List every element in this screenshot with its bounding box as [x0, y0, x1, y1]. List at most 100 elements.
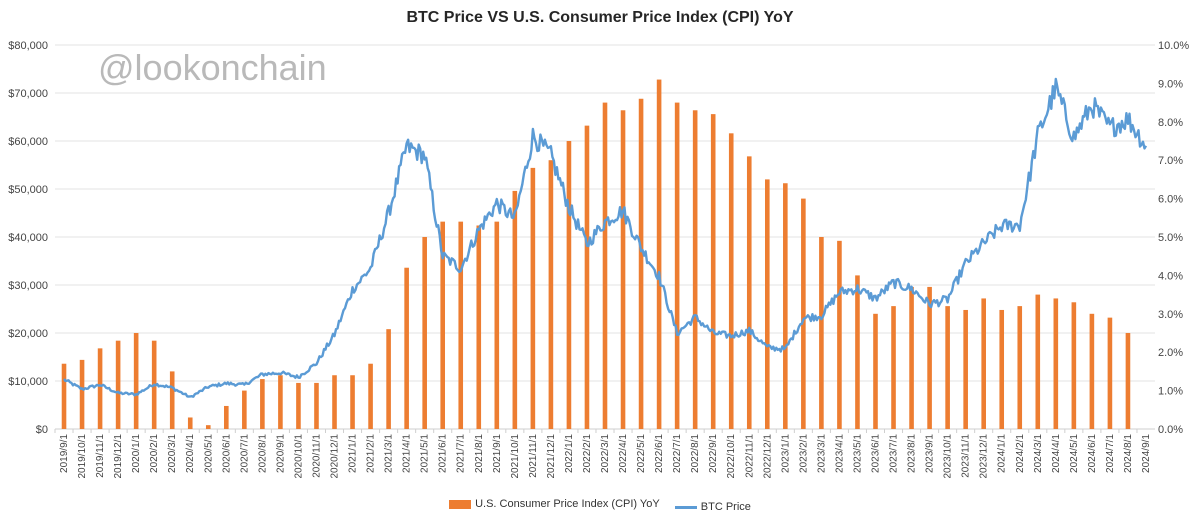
- cpi-bar: [1071, 302, 1077, 429]
- x-tick-label: 2020/9/1: [275, 434, 286, 473]
- x-tick-label: 2024/5/1: [1069, 434, 1080, 473]
- cpi-bar: [530, 167, 536, 429]
- x-tick-label: 2019/12/1: [113, 434, 124, 479]
- left-axis-tick-label: $0: [36, 424, 48, 436]
- x-tick-label: 2023/12/1: [979, 434, 990, 479]
- x-tick-label: 2023/2/1: [798, 434, 809, 473]
- left-axis-tick-label: $80,000: [8, 40, 48, 52]
- cpi-bar: [350, 375, 355, 429]
- x-tick-label: 2021/8/1: [474, 434, 485, 473]
- x-tick-label: 2019/11/1: [95, 434, 106, 478]
- cpi-bar: [963, 309, 968, 429]
- x-tick-label: 2023/7/1: [889, 434, 900, 473]
- cpi-bar: [656, 79, 662, 429]
- x-tick-label: 2020/1/1: [131, 434, 142, 473]
- cpi-bar: [891, 306, 896, 429]
- btc-price-line: [63, 77, 1148, 398]
- cpi-bar: [873, 313, 878, 429]
- cpi-bar: [260, 379, 265, 429]
- x-tick-label: 2020/4/1: [185, 434, 196, 473]
- cpi-bar: [61, 363, 67, 429]
- x-tick-label: 2022/3/1: [600, 434, 611, 473]
- cpi-bar: [764, 179, 770, 429]
- cpi-bar: [242, 390, 247, 429]
- x-tick-label: 2024/8/1: [1123, 434, 1134, 473]
- cpi-bar: [746, 156, 752, 430]
- cpi-bar: [205, 425, 211, 429]
- x-tick-label: 2021/7/1: [456, 434, 467, 473]
- left-axis-tick-label: $60,000: [8, 136, 48, 148]
- cpi-bar: [187, 417, 193, 429]
- x-tick-label: 2020/8/1: [257, 434, 268, 473]
- cpi-bar: [981, 298, 986, 429]
- x-tick-label: 2024/3/1: [1033, 434, 1044, 473]
- legend: U.S. Consumer Price Index (CPI) YoY BTC …: [0, 498, 1200, 513]
- legend-swatch-cpi: [449, 499, 472, 509]
- cpi-bar: [1107, 317, 1113, 429]
- cpi-bars: [61, 79, 1131, 430]
- right-axis-tick-label: 5.0%: [1158, 232, 1183, 244]
- cpi-bar: [79, 359, 85, 429]
- x-tick-label: 2020/5/1: [203, 434, 214, 473]
- cpi-bar: [584, 125, 590, 429]
- cpi-bar: [1053, 298, 1059, 429]
- cpi-bar: [1035, 294, 1041, 429]
- cpi-bar: [386, 329, 391, 429]
- right-axis-tick-label: 8.0%: [1158, 117, 1183, 129]
- cpi-bar: [801, 198, 806, 429]
- cpi-bar: [169, 371, 175, 429]
- x-tick-label: 2022/9/1: [708, 434, 719, 473]
- cpi-bar: [314, 382, 319, 429]
- cpi-bar: [115, 340, 121, 429]
- cpi-bar: [332, 375, 337, 429]
- x-tick-label: 2019/10/1: [77, 434, 88, 479]
- x-tick-label: 2021/6/1: [438, 434, 449, 473]
- x-axis-ticks: 2019/9/1 2019/10/1 2019/11/1 2019/12/1 2020/…: [54, 429, 1152, 479]
- cpi-bar: [368, 363, 373, 429]
- x-tick-label: 2024/4/1: [1051, 434, 1062, 473]
- x-tick-label: 2024/9/1: [1141, 434, 1152, 473]
- right-axis-tick-label: 10.0%: [1158, 40, 1189, 52]
- x-tick-label: 2022/11/1: [744, 434, 755, 478]
- cpi-bar: [1017, 306, 1023, 429]
- right-axis-tick-label: 3.0%: [1158, 309, 1183, 321]
- cpi-bar: [819, 237, 824, 429]
- left-axis-tick-label: $70,000: [8, 88, 48, 100]
- x-tick-label: 2023/4/1: [834, 434, 845, 473]
- cpi-bar: [296, 382, 301, 429]
- x-tick-label: 2023/3/1: [816, 434, 827, 473]
- x-tick-label: 2022/2/1: [582, 434, 593, 473]
- cpi-bar: [278, 375, 283, 429]
- cpi-bar: [404, 267, 409, 429]
- x-tick-label: 2021/10/1: [510, 434, 521, 479]
- cpi-bar: [728, 133, 734, 429]
- x-tick-label: 2023/6/1: [870, 434, 881, 473]
- cpi-bar: [602, 102, 608, 429]
- x-tick-label: 2022/8/1: [690, 434, 701, 473]
- x-tick-label: 2020/12/1: [330, 434, 341, 479]
- left-axis-tick-label: $40,000: [8, 232, 48, 244]
- x-tick-label: 2021/9/1: [492, 434, 503, 473]
- right-axis-tick-label: 2.0%: [1158, 347, 1183, 359]
- right-axis-tick-label: 9.0%: [1158, 78, 1183, 90]
- watermark: @lookonchain: [98, 47, 327, 88]
- cpi-bar: [566, 141, 572, 429]
- x-tick-label: 2022/12/1: [762, 434, 773, 479]
- x-tick-label: 2021/11/1: [528, 434, 539, 478]
- chart-title: BTC Price VS U.S. Consumer Price Index (…: [406, 9, 794, 26]
- x-tick-label: 2019/9/1: [59, 434, 70, 473]
- right-axis-tick-label: 4.0%: [1158, 270, 1183, 282]
- legend-label-cpi: U.S. Consumer Price Index (CPI) YoY: [475, 498, 660, 510]
- x-tick-label: 2024/2/1: [1015, 434, 1026, 473]
- cpi-bar: [1089, 313, 1095, 429]
- x-tick-label: 2021/3/1: [384, 434, 395, 473]
- x-tick-label: 2021/4/1: [402, 434, 413, 473]
- x-tick-label: 2023/8/1: [907, 434, 918, 473]
- cpi-bar: [674, 102, 680, 429]
- x-tick-label: 2021/5/1: [420, 434, 431, 473]
- right-axis-ticks: 0.0% 1.0% 2.0% 3.0% 4.0% 5.0% 6.0% 7.0% 8.0% 9.0%…: [1158, 40, 1189, 436]
- right-axis-tick-label: 0.0%: [1158, 424, 1183, 436]
- left-axis-tick-label: $50,000: [8, 184, 48, 196]
- right-axis-tick-label: 6.0%: [1158, 194, 1183, 206]
